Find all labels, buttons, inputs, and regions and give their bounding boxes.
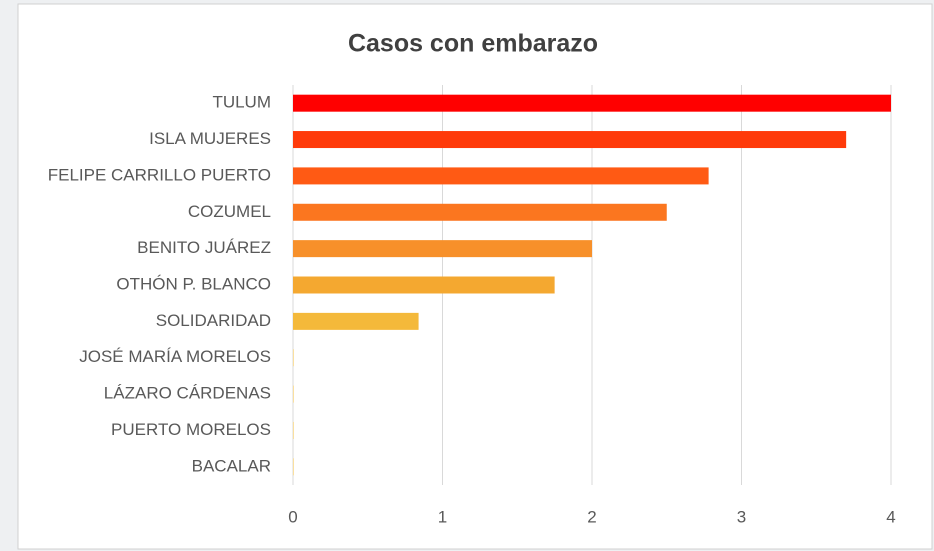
y-tick-label: BACALAR: [192, 456, 271, 475]
y-tick-label: PUERTO MORELOS: [111, 420, 271, 439]
y-tick-label: COZUMEL: [188, 202, 271, 221]
y-tick-label: SOLIDARIDAD: [156, 311, 271, 330]
y-tick-label: TULUM: [212, 93, 271, 112]
x-tick-label: 0: [288, 507, 297, 526]
x-tick-label: 2: [587, 507, 596, 526]
bar: [293, 458, 294, 476]
bar: [293, 94, 891, 112]
y-tick-label: FELIPE CARRILLO PUERTO: [48, 165, 271, 184]
x-tick-label: 1: [438, 507, 447, 526]
y-tick-label: OTHÓN P. BLANCO: [116, 274, 271, 293]
bar: [293, 240, 592, 258]
bar: [293, 131, 847, 149]
y-tick-label: JOSÉ MARÍA MORELOS: [79, 347, 271, 366]
x-tick-label: 3: [737, 507, 746, 526]
x-tick-label: 4: [886, 507, 895, 526]
y-tick-label: BENITO JUÁREZ: [137, 238, 271, 257]
bar: [293, 276, 555, 294]
bar: [293, 421, 294, 439]
chart-title: Casos con embarazo: [348, 30, 598, 58]
y-tick-label: LÁZARO CÁRDENAS: [104, 384, 271, 403]
y-tick-label: ISLA MUJERES: [149, 129, 271, 148]
bar: [293, 385, 294, 403]
bar: [293, 167, 709, 185]
bar: [293, 203, 667, 221]
bar: [293, 349, 294, 367]
bar: [293, 312, 419, 330]
